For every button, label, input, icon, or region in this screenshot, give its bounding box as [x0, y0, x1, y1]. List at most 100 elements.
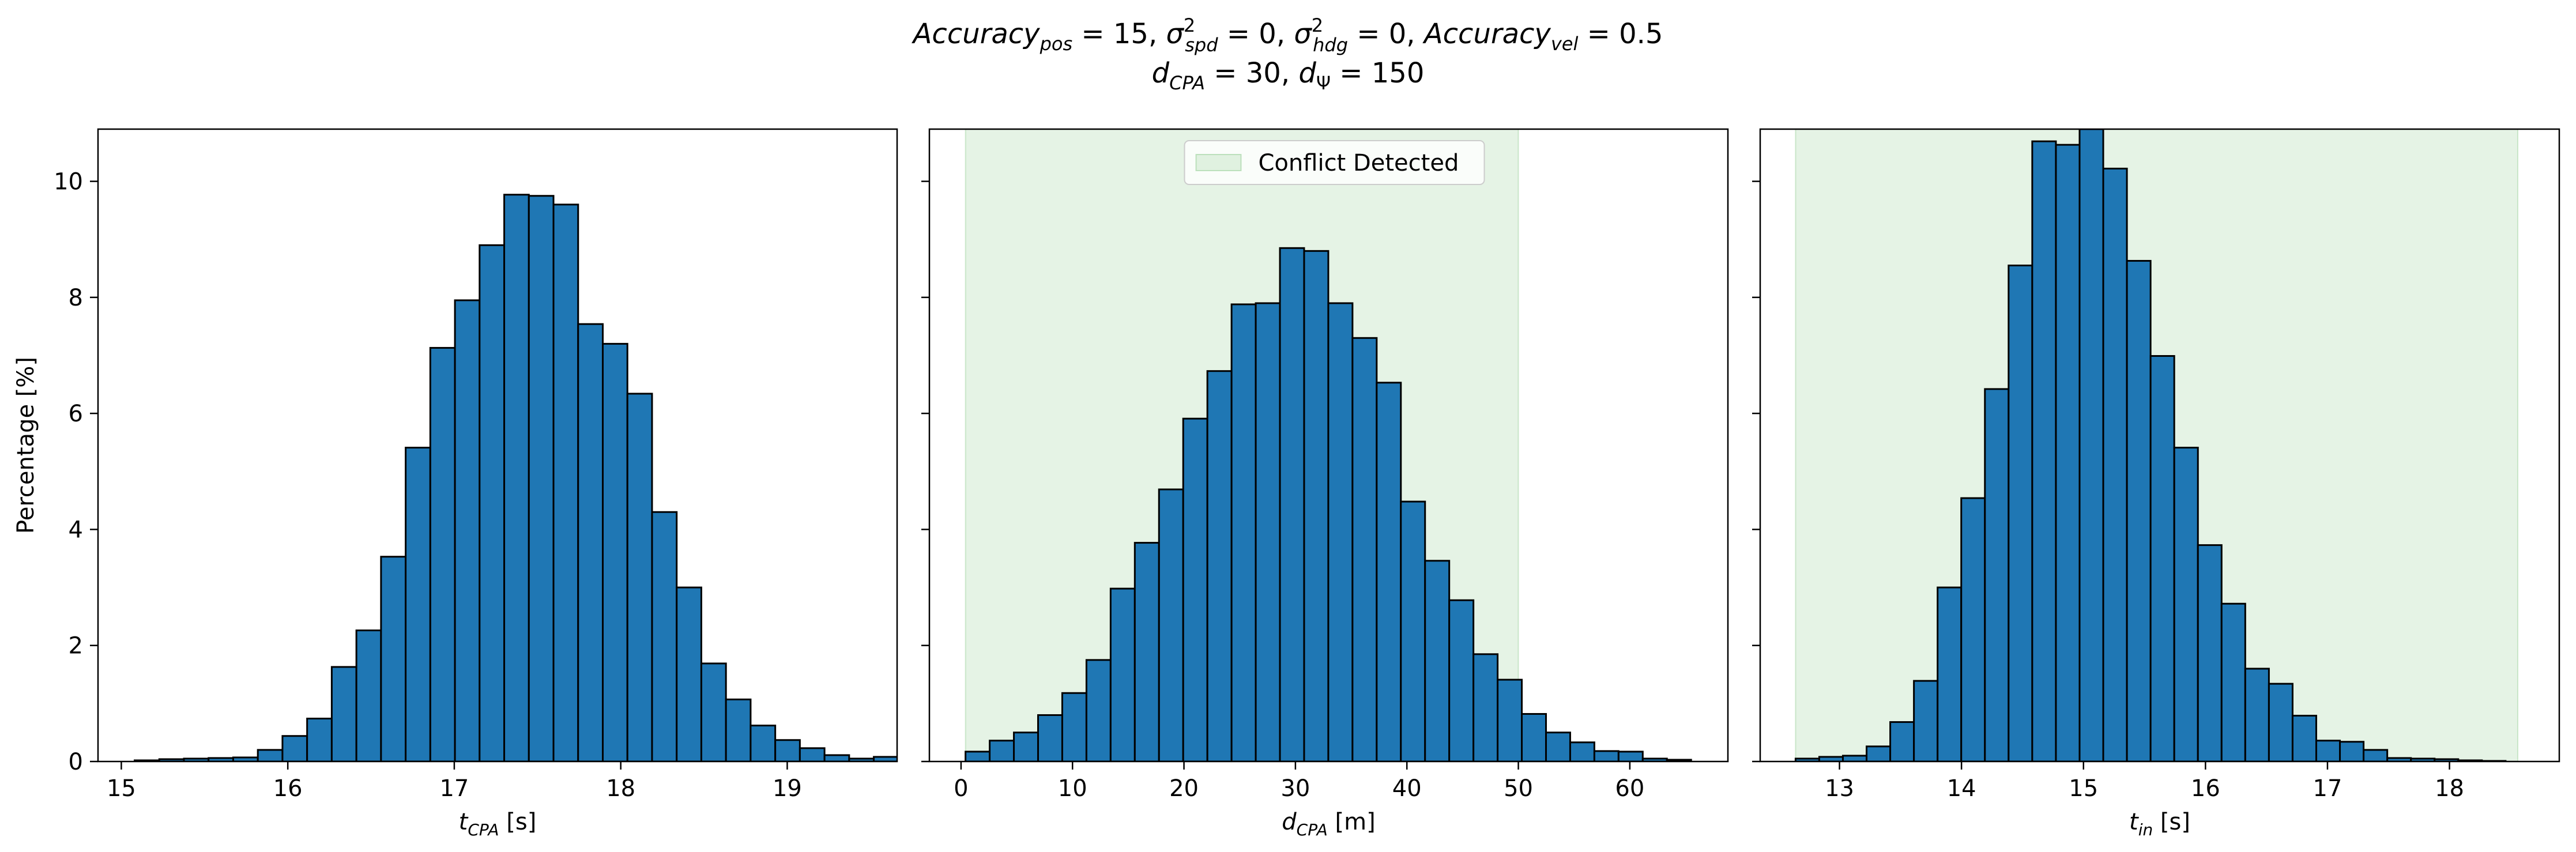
- dcpa-histogram-x-tick-label: 30: [1281, 775, 1310, 802]
- tcpa-histogram-bar: [552, 203, 579, 761]
- tin-histogram-bar: [2363, 749, 2389, 761]
- tcpa-histogram-x-axis-label: tCPA [s]: [459, 809, 537, 839]
- dcpa-histogram-bar: [1327, 302, 1354, 761]
- tcpa-histogram-frame: [97, 128, 898, 763]
- tcpa-histogram-bar: [577, 323, 604, 761]
- figure-title-line1: Accuracypos = 15, σ2 spd = 0, σ2 hdg = 0, …: [912, 14, 1663, 56]
- tcpa-histogram-x-tick-label: 19: [773, 775, 802, 802]
- dcpa-histogram-bar: [1206, 370, 1233, 761]
- dcpa-histogram-x-tick-label: 40: [1392, 775, 1422, 802]
- tin-histogram-frame: [1759, 128, 2560, 763]
- panel-dcpa: 0 10 20 30 40 50 60 dCPA [m] Conflict Detected: [921, 128, 1729, 839]
- tcpa-histogram-x-tick-label: 15: [107, 775, 136, 802]
- tin-histogram-bar: [2268, 683, 2293, 761]
- tcpa-histogram-plot-area: [134, 194, 897, 761]
- tin-histogram-bar: [1984, 388, 2010, 761]
- tin-histogram-x-tick-label: 13: [1825, 775, 1854, 802]
- tcpa-histogram-bar: [651, 511, 678, 761]
- dcpa-histogram-bar: [1061, 692, 1087, 761]
- dcpa-histogram-bar: [1472, 653, 1499, 761]
- tin-histogram-bar: [1889, 721, 1915, 761]
- dcpa-histogram-bar: [965, 751, 991, 761]
- tcpa-histogram-y-axis-label: Percentage [%]: [13, 357, 39, 534]
- tin-histogram-bar: [1866, 745, 1892, 761]
- tcpa-histogram-bar: [700, 662, 727, 761]
- dcpa-histogram-legend-label: Conflict Detected: [1259, 150, 1459, 176]
- dcpa-histogram-x-tick-label: 0: [954, 775, 968, 802]
- tcpa-histogram-bar: [750, 725, 777, 761]
- tcpa-histogram-bar: [528, 195, 555, 761]
- dcpa-histogram-bar: [1013, 732, 1039, 761]
- tcpa-histogram-y-tick-label: 2: [69, 633, 83, 659]
- dcpa-histogram-x-tick-label: 10: [1058, 775, 1087, 802]
- tcpa-histogram-bar: [330, 666, 357, 761]
- tin-histogram-x-tick-label: 17: [2313, 775, 2342, 802]
- dcpa-histogram-bar: [1085, 659, 1112, 761]
- tin-histogram-x-tick-label: 18: [2435, 775, 2464, 802]
- dcpa-histogram-legend-swatch: [1195, 154, 1242, 171]
- tcpa-histogram-bar: [355, 629, 382, 761]
- dcpa-histogram-x-tick-label: 60: [1615, 775, 1644, 802]
- dcpa-histogram-bar: [1037, 714, 1063, 761]
- dcpa-histogram-legend-box: [1184, 140, 1485, 185]
- dcpa-histogram-bar: [1133, 542, 1160, 761]
- dcpa-histogram-x-tick-label: 20: [1169, 775, 1199, 802]
- tin-histogram-bar: [2291, 714, 2317, 761]
- dcpa-histogram-bar: [989, 740, 1015, 761]
- dcpa-histogram-bar: [1303, 250, 1330, 761]
- dcpa-histogram-bar: [1497, 678, 1523, 761]
- tcpa-histogram-bar: [257, 749, 284, 761]
- tin-histogram-bar: [1960, 497, 1986, 761]
- tcpa-histogram-bar: [725, 698, 752, 761]
- tin-histogram-bar: [2008, 265, 2033, 761]
- tin-histogram-bar: [2173, 447, 2199, 761]
- tcpa-histogram-bar: [405, 447, 431, 761]
- tin-histogram-bar: [2149, 355, 2175, 761]
- tcpa-histogram-bar: [503, 194, 530, 761]
- dcpa-histogram-bar: [1593, 750, 1620, 761]
- tin-histogram-bar: [2339, 741, 2365, 761]
- dcpa-histogram-bar: [1182, 417, 1208, 761]
- tcpa-histogram-y-tick-label: 0: [69, 749, 83, 775]
- tin-histogram-bar: [2031, 140, 2057, 761]
- dcpa-histogram-bar: [1351, 337, 1378, 761]
- dcpa-histogram-bar: [1109, 587, 1136, 761]
- tin-histogram-bar: [1937, 586, 1963, 761]
- tcpa-histogram-bar: [626, 393, 653, 761]
- dcpa-histogram-bar: [1255, 302, 1281, 761]
- dcpa-histogram-bar: [1230, 303, 1257, 761]
- dcpa-histogram-bar: [1376, 382, 1402, 761]
- tin-histogram-bar: [2220, 602, 2246, 761]
- tcpa-histogram-x-tick-label: 17: [439, 775, 469, 802]
- dcpa-histogram-bar: [1569, 741, 1595, 761]
- tcpa-histogram-x-tick-label: 18: [606, 775, 635, 802]
- tin-histogram-bar: [2126, 259, 2152, 761]
- tin-histogram-bar: [2244, 668, 2270, 761]
- dcpa-histogram-bar: [1448, 599, 1475, 761]
- dcpa-histogram-x-tick-label: 50: [1504, 775, 1533, 802]
- tcpa-histogram-y-tick-label: 4: [69, 517, 83, 543]
- dcpa-histogram-bar: [1279, 247, 1305, 761]
- tcpa-histogram-x-tick-label: 16: [273, 775, 303, 802]
- tin-histogram-x-tick-label: 16: [2191, 775, 2220, 802]
- tin-histogram-bar: [1913, 680, 1939, 761]
- tcpa-histogram-bar: [429, 346, 456, 761]
- tcpa-histogram-bar: [774, 739, 801, 761]
- dcpa-histogram-bar: [1424, 560, 1451, 761]
- dcpa-histogram-bar: [1158, 488, 1184, 761]
- tin-histogram-bar: [1841, 755, 1868, 761]
- dcpa-histogram-bar: [1521, 712, 1547, 761]
- tin-histogram-x-tick-label: 14: [1947, 775, 1976, 802]
- tin-histogram-x-tick-label: 15: [2069, 775, 2098, 802]
- tcpa-histogram-bar: [454, 299, 481, 761]
- tcpa-histogram-bar: [281, 735, 308, 761]
- dcpa-histogram-bar: [1400, 500, 1426, 761]
- tcpa-histogram-y-tick-label: 8: [69, 285, 83, 311]
- tin-histogram-bar: [2315, 740, 2341, 761]
- tcpa-histogram-y-tick-label: 6: [69, 401, 83, 427]
- tin-histogram-plot-area: [1794, 129, 2519, 761]
- dcpa-histogram-plot-area: [965, 129, 1692, 761]
- tin-histogram-bar: [2197, 544, 2223, 761]
- dcpa-histogram-bar: [1545, 732, 1571, 761]
